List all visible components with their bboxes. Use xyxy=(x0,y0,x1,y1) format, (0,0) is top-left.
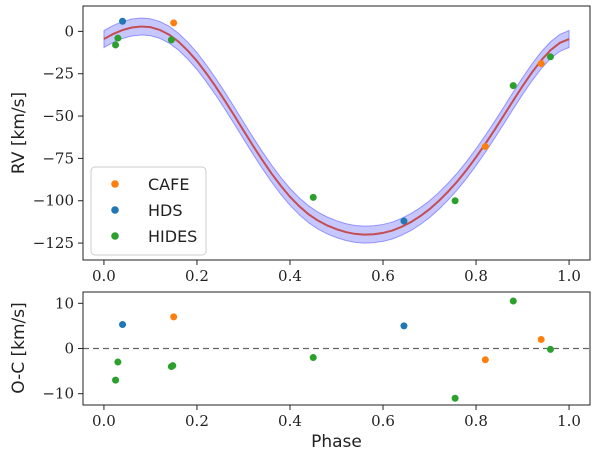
rv-point-hides xyxy=(167,36,175,44)
residual-y-tick-label: −10 xyxy=(42,385,74,403)
model-curve xyxy=(103,25,570,236)
rv-x-tick-label: 0.8 xyxy=(464,267,488,285)
rv-point-hides xyxy=(509,82,517,90)
residual-x-tick-label: 0.2 xyxy=(185,412,209,430)
rv-y-tick-label: −100 xyxy=(33,192,74,210)
rv-point-cafe xyxy=(170,19,178,27)
residual-point-hides xyxy=(114,358,122,366)
rv-x-tick-label: 0.6 xyxy=(371,267,395,285)
residual-panel: 0.0 0.2 0.4 0.6 0.8 1.0 10 0 −10 O-C [km/s] Phase xyxy=(9,291,591,452)
rv-y-axis-label: RV [km/s] xyxy=(9,92,29,174)
rv-x-tick-label: 0.4 xyxy=(278,267,302,285)
rv-y-tick-label: 0 xyxy=(64,22,74,40)
residual-point-cafe xyxy=(170,313,178,321)
legend-marker-hds xyxy=(111,206,119,214)
residual-point-cafe xyxy=(537,335,545,343)
residual-point-hds xyxy=(400,322,408,330)
legend-label-hds: HDS xyxy=(148,201,183,220)
rv-x-tick-label: 0.0 xyxy=(92,267,116,285)
residual-y-axis-label: O-C [km/s] xyxy=(9,302,29,394)
residual-point-hds xyxy=(119,321,127,329)
rv-point-hides xyxy=(112,41,120,49)
rv-plot-frame xyxy=(82,5,591,261)
rv-y-tick-label: −75 xyxy=(42,149,74,167)
rv-panel: 0.0 0.2 0.4 0.6 0.8 1.0 0 −25 −50 −75 −100 −125 RV [… xyxy=(9,5,591,285)
rv-x-tick-label: 1.0 xyxy=(557,267,581,285)
residual-y-tick-label: 10 xyxy=(55,294,74,312)
legend-label-cafe: CAFE xyxy=(148,175,189,194)
residual-point-hides xyxy=(309,354,317,362)
rv-point-hides xyxy=(114,34,122,42)
legend-frame xyxy=(90,166,207,256)
rv-y-tick-label: −25 xyxy=(42,65,74,83)
rv-point-hds xyxy=(119,17,127,25)
residual-y-tick-label: 0 xyxy=(64,340,74,358)
residual-x-tick-label: 0.8 xyxy=(464,412,488,430)
rv-point-hides xyxy=(546,53,554,61)
rv-point-hds xyxy=(400,217,408,225)
residual-point-hides xyxy=(112,376,120,384)
legend-marker-hides xyxy=(111,232,119,240)
residual-x-axis-label: Phase xyxy=(311,432,362,452)
rv-point-hides xyxy=(309,193,317,201)
rv-x-tick-label: 0.2 xyxy=(185,267,209,285)
residual-x-tick-label: 1.0 xyxy=(557,412,581,430)
rv-point-hides xyxy=(451,197,459,205)
residual-x-tick-label: 0.6 xyxy=(371,412,395,430)
residual-point-hides xyxy=(509,297,517,305)
residual-x-tick-label: 0.0 xyxy=(92,412,116,430)
legend-label-hides: HIDES xyxy=(148,227,197,246)
rv-point-cafe xyxy=(481,143,489,151)
rv-y-tick-label: −50 xyxy=(42,107,74,125)
legend-marker-cafe xyxy=(111,180,119,188)
legend: CAFE HDS HIDES xyxy=(90,166,207,256)
residual-point-hides xyxy=(169,362,177,370)
rv-y-tick-label: −125 xyxy=(33,234,74,252)
residual-x-tick-label: 0.4 xyxy=(278,412,302,430)
residual-point-cafe xyxy=(481,356,489,364)
residual-point-hides xyxy=(546,345,554,353)
residual-point-hides xyxy=(451,394,459,402)
rv-point-cafe xyxy=(537,60,545,68)
